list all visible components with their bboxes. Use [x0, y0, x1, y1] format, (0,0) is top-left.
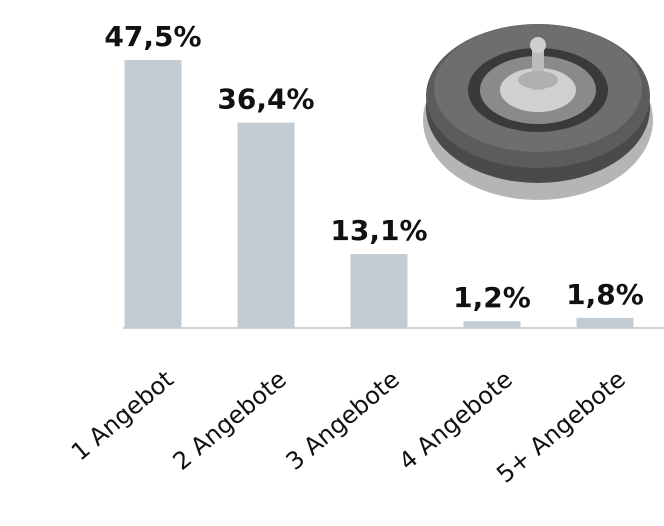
bar [124, 60, 182, 328]
bar [463, 321, 521, 328]
roulette-illustration [423, 24, 653, 200]
value-label: 47,5% [104, 20, 201, 53]
value-label: 1,8% [566, 278, 644, 311]
value-label: 36,4% [217, 83, 314, 116]
bar [350, 254, 408, 328]
x-tick-label: 2 Angebote [168, 365, 292, 476]
bar [237, 122, 295, 328]
x-tick-label: 1 Angebot [66, 365, 179, 466]
value-label: 1,2% [453, 281, 531, 314]
bar [576, 317, 634, 328]
value-label: 13,1% [330, 214, 427, 247]
x-tick-label: 4 Angebote [394, 365, 518, 476]
x-tick-label: 3 Angebote [281, 365, 405, 476]
